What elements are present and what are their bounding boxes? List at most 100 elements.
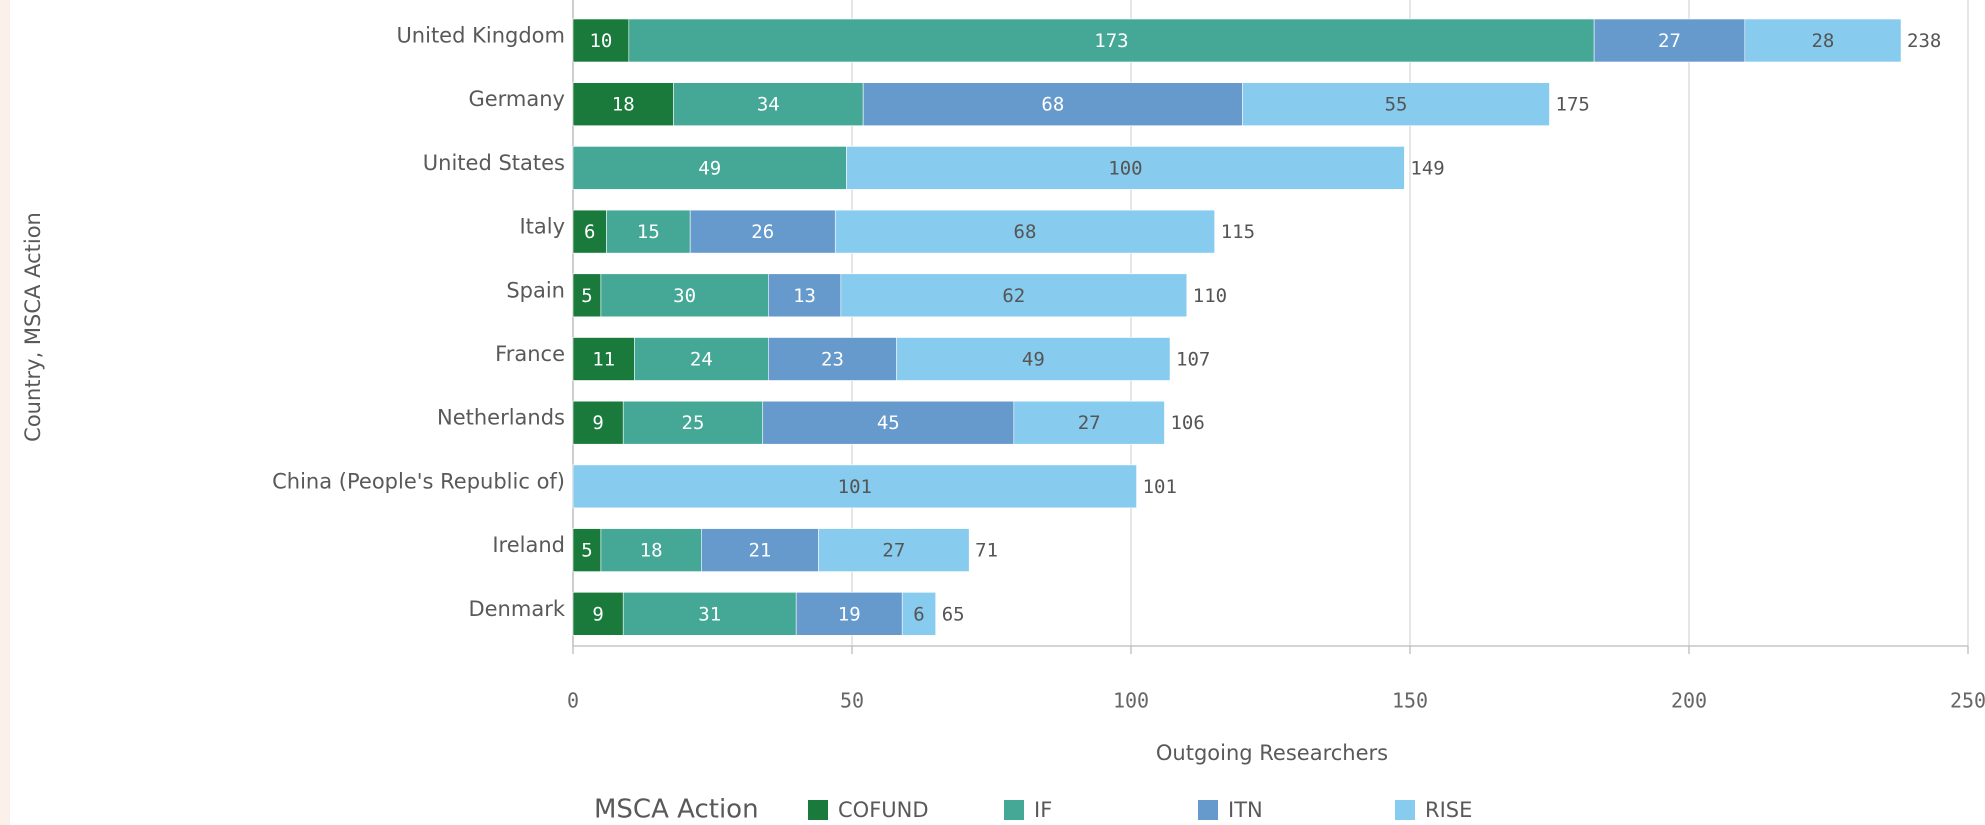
- bar-segment: [622, 591, 797, 636]
- bar-value-label: 9: [592, 603, 603, 625]
- bar-segment: [622, 400, 764, 445]
- bar-segment: [572, 464, 1137, 509]
- bar-segment: [634, 337, 769, 381]
- x-tick-label: 0: [567, 689, 579, 713]
- bar-segment: [600, 273, 769, 318]
- bar-value-label: 49: [698, 157, 721, 179]
- legend-label: IF: [1034, 798, 1052, 822]
- bar-segment: [846, 146, 1405, 190]
- legend-label: RISE: [1425, 798, 1472, 822]
- bar-value-label: 18: [640, 540, 663, 562]
- legend-swatch: [808, 800, 828, 820]
- legend-title: MSCA Action: [594, 795, 759, 825]
- bar-value-label: 27: [1078, 412, 1101, 434]
- bar-segment: [628, 18, 1595, 63]
- bar-value-label: 15: [637, 221, 660, 243]
- bar-value-label: 100: [1108, 157, 1142, 179]
- legend-label: COFUND: [838, 798, 929, 822]
- total-label: 110: [1193, 285, 1227, 307]
- bar-value-label: 9: [592, 412, 603, 434]
- bar-segment: [701, 528, 819, 572]
- legend-swatch: [1395, 800, 1415, 820]
- bar-value-label: 45: [877, 412, 900, 434]
- y-tick-label: Ireland: [492, 533, 565, 557]
- bar-segment: [572, 528, 602, 572]
- bar-segment: [673, 82, 864, 126]
- bar-segment: [1242, 82, 1550, 126]
- total-label: 106: [1170, 412, 1204, 434]
- legend-label: ITN: [1228, 798, 1263, 822]
- bar-segment: [818, 528, 970, 572]
- bar-segment: [767, 273, 842, 318]
- bar-value-label: 24: [690, 349, 713, 371]
- y-tick-label: Spain: [506, 278, 565, 302]
- bar-value-label: 173: [1094, 30, 1128, 52]
- total-label: 71: [975, 540, 998, 562]
- bar-segment: [689, 209, 836, 254]
- bar-value-label: 19: [838, 603, 861, 625]
- y-tick-label: Denmark: [468, 597, 565, 621]
- y-tick-label: United Kingdom: [396, 24, 565, 48]
- bar-value-label: 27: [882, 540, 905, 562]
- total-label: 238: [1907, 30, 1941, 52]
- total-label: 175: [1556, 94, 1590, 116]
- bar-segment: [795, 591, 903, 636]
- y-tick-label: France: [495, 342, 565, 366]
- x-axis-title: Outgoing Researchers: [1156, 741, 1388, 765]
- bar-segment: [572, 18, 630, 63]
- bar-value-label: 49: [1022, 349, 1045, 371]
- bar-segment: [572, 209, 607, 254]
- bar-value-label: 31: [698, 603, 721, 625]
- bar-value-label: 62: [1002, 285, 1025, 307]
- bar-segment: [1744, 18, 1902, 63]
- bar-segment: [834, 209, 1216, 254]
- total-label: 115: [1221, 221, 1255, 243]
- bar-value-label: 5: [581, 540, 592, 562]
- total-label: 149: [1410, 157, 1444, 179]
- legend-swatch: [1198, 800, 1218, 820]
- total-label: 107: [1176, 349, 1210, 371]
- bar-value-label: 30: [673, 285, 696, 307]
- bar-segment: [600, 528, 702, 572]
- bar-segment: [572, 591, 624, 636]
- bar-segment: [1593, 18, 1746, 63]
- bar-value-label: 34: [757, 94, 780, 116]
- bar-value-label: 18: [612, 94, 635, 116]
- y-tick-label: Italy: [519, 215, 565, 239]
- x-tick-label: 200: [1671, 689, 1707, 713]
- bar-value-label: 25: [682, 412, 705, 434]
- bar-segment: [762, 400, 1015, 445]
- y-axis-title: Country, MSCA Action: [21, 212, 45, 442]
- legend-swatch: [1004, 800, 1024, 820]
- bar-segment: [840, 273, 1188, 318]
- x-tick-label: 100: [1113, 689, 1149, 713]
- bar-segment: [901, 591, 936, 636]
- total-label: 101: [1143, 476, 1177, 498]
- bar-segment: [572, 146, 847, 190]
- page-edge: [0, 0, 10, 825]
- y-tick-label: Netherlands: [437, 406, 565, 430]
- bar-value-label: 6: [584, 221, 595, 243]
- bar-value-label: 10: [589, 30, 612, 52]
- bar-segment: [572, 273, 602, 318]
- bar-value-label: 55: [1385, 94, 1408, 116]
- bar-value-label: 68: [1041, 94, 1064, 116]
- bar-value-label: 23: [821, 349, 844, 371]
- bar-value-label: 5: [581, 285, 592, 307]
- x-tick-label: 250: [1950, 689, 1985, 713]
- bar-value-label: 11: [592, 349, 615, 371]
- bar-value-label: 13: [793, 285, 816, 307]
- x-tick-label: 150: [1392, 689, 1428, 713]
- bar-value-label: 101: [838, 476, 872, 498]
- bar-value-label: 26: [751, 221, 774, 243]
- bar-segment: [896, 337, 1171, 381]
- x-tick-label: 50: [840, 689, 864, 713]
- y-tick-label: China (People's Republic of): [272, 469, 565, 493]
- bar-segment: [767, 337, 897, 381]
- y-tick-label: Germany: [468, 87, 565, 111]
- bar-value-label: 21: [748, 540, 771, 562]
- total-label: 65: [942, 603, 965, 625]
- y-tick-label: United States: [423, 151, 565, 175]
- bar-segment: [862, 82, 1243, 126]
